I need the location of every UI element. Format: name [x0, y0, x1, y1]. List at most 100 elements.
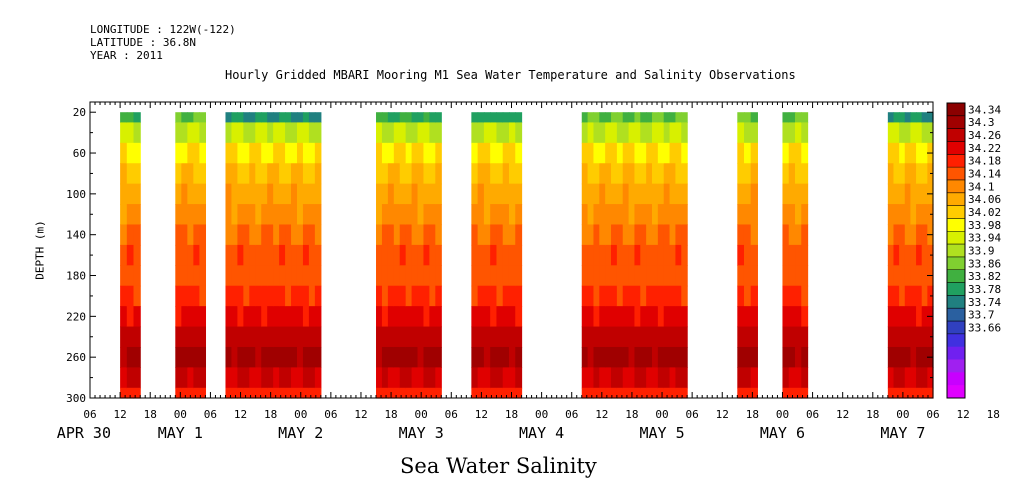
- heatmap-cell: [429, 387, 436, 399]
- heatmap-cell: [261, 204, 268, 226]
- heatmap-cell: [899, 265, 906, 287]
- heatmap-cell: [314, 163, 322, 185]
- heatmap-cell: [515, 122, 523, 144]
- heatmap-cell: [296, 224, 304, 246]
- heatmap-cell: [887, 224, 895, 246]
- heatmap-cell: [502, 326, 510, 348]
- heatmap-cell: [782, 142, 790, 164]
- heatmap-cell: [399, 387, 407, 399]
- heatmap-cell: [193, 285, 200, 307]
- heatmap-cell: [133, 122, 141, 144]
- heatmap-cell: [126, 285, 135, 307]
- heatmap-cell: [308, 244, 316, 266]
- heatmap-cell: [231, 346, 238, 368]
- heatmap-cell: [581, 112, 589, 124]
- heatmap-cell: [255, 244, 262, 266]
- heatmap-cell: [423, 204, 430, 226]
- heatmap-cell: [381, 142, 389, 164]
- x-tick-label: 18: [866, 408, 879, 421]
- colorbar-swatch: [947, 167, 965, 181]
- heatmap-cell: [640, 204, 647, 226]
- heatmap-cell: [515, 204, 523, 226]
- heatmap-cell: [133, 367, 141, 389]
- colorbar-swatch: [947, 205, 965, 219]
- heatmap-cell: [605, 183, 612, 205]
- heatmap-cell: [273, 122, 280, 144]
- heatmap-cell: [593, 183, 600, 205]
- heatmap-cell: [675, 204, 682, 226]
- heatmap-cell: [652, 265, 659, 287]
- heatmap-cell: [663, 244, 671, 266]
- heatmap-cell: [187, 306, 194, 328]
- heatmap-cell: [675, 306, 682, 328]
- x-tick-label: 12: [113, 408, 126, 421]
- heatmap-cell: [681, 326, 688, 348]
- heatmap-cell: [599, 346, 606, 368]
- heatmap-cell: [417, 326, 425, 348]
- heatmap-cell: [261, 224, 268, 246]
- heatmap-cell: [387, 244, 395, 266]
- heatmap-cell: [750, 326, 758, 348]
- heatmap-cell: [743, 265, 752, 287]
- heatmap-cell: [477, 367, 485, 389]
- heatmap-cell: [496, 265, 504, 287]
- heatmap-cell: [302, 367, 310, 389]
- heatmap-cell: [496, 204, 504, 226]
- heatmap-cell: [599, 387, 606, 399]
- x-tick-label: 12: [595, 408, 608, 421]
- heatmap-cell: [801, 285, 809, 307]
- heatmap-cell: [267, 163, 274, 185]
- heatmap-cell: [801, 112, 809, 124]
- heatmap-cell: [587, 204, 595, 226]
- heatmap-cell: [599, 142, 606, 164]
- heatmap-cell: [782, 204, 790, 226]
- heatmap-cell: [423, 244, 430, 266]
- heatmap-cell: [291, 122, 298, 144]
- x-tick-label: 18: [505, 408, 518, 421]
- colorbar-swatch: [947, 295, 965, 309]
- heatmap-cell: [285, 326, 292, 348]
- heatmap-cell: [782, 326, 790, 348]
- heatmap-cell: [429, 326, 436, 348]
- heatmap-cell: [910, 244, 917, 266]
- heatmap-cell: [399, 285, 407, 307]
- heatmap-cell: [435, 306, 442, 328]
- heatmap-cell: [187, 183, 194, 205]
- y-tick-label: 140: [66, 229, 86, 242]
- heatmap-cell: [429, 183, 436, 205]
- heatmap-cell: [133, 346, 141, 368]
- heatmap-cell: [904, 112, 912, 124]
- heatmap-cell: [291, 224, 298, 246]
- heatmap-cell: [483, 244, 491, 266]
- heatmap-cell: [899, 224, 906, 246]
- heatmap-cell: [435, 142, 442, 164]
- heatmap-cell: [126, 367, 135, 389]
- heatmap-cell: [261, 265, 268, 287]
- heatmap-cell: [669, 346, 677, 368]
- heatmap-cell: [399, 244, 407, 266]
- colorbar-label: 33.82: [968, 270, 1001, 283]
- heatmap-cell: [261, 183, 268, 205]
- heatmap-cell: [675, 346, 682, 368]
- heatmap-cell: [921, 112, 928, 124]
- heatmap-cell: [669, 244, 677, 266]
- heatmap-cell: [483, 326, 491, 348]
- heatmap-cell: [916, 387, 923, 399]
- heatmap-cell: [675, 387, 682, 399]
- heatmap-cell: [423, 265, 430, 287]
- heatmap-cell: [640, 326, 647, 348]
- heatmap-cell: [471, 204, 479, 226]
- heatmap-cell: [273, 346, 280, 368]
- colorbar-label: 33.94: [968, 232, 1001, 245]
- heatmap-cell: [737, 183, 745, 205]
- heatmap-cell: [308, 122, 316, 144]
- heatmap-cell: [314, 142, 322, 164]
- heatmap-cell: [483, 112, 491, 124]
- heatmap-cell: [255, 306, 262, 328]
- heatmap-cell: [243, 142, 250, 164]
- heatmap-cell: [599, 326, 606, 348]
- heatmap-cell: [587, 285, 595, 307]
- heatmap-cell: [381, 163, 389, 185]
- longitude-label: LONGITUDE : 122W(-122): [90, 23, 236, 36]
- heatmap-cell: [910, 163, 917, 185]
